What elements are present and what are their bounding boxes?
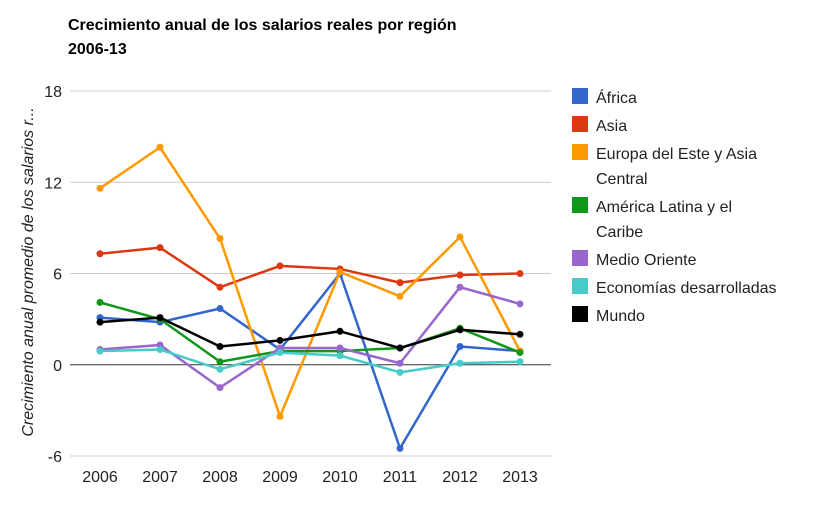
data-point xyxy=(516,358,524,366)
legend: África Asia Europa del Este y Asia Central A… xyxy=(572,88,777,325)
legend-swatch xyxy=(572,250,588,266)
data-point xyxy=(336,352,344,360)
x-axis-ticks: 2006 2007 2008 2009 2010 2011 2012 2013 xyxy=(82,469,538,486)
y-tick-label: -6 xyxy=(48,449,62,466)
chart-title-line2: 2006-13 xyxy=(68,41,127,58)
data-point xyxy=(396,444,404,452)
data-point xyxy=(216,235,224,243)
legend-label: América Latina y el xyxy=(596,199,732,216)
data-point xyxy=(216,304,224,312)
x-tick-label: 2010 xyxy=(322,469,358,486)
chart-title: Crecimiento anual de los salarios reales… xyxy=(68,14,588,62)
series-lines xyxy=(96,143,524,452)
data-point xyxy=(216,384,224,392)
x-tick-label: 2007 xyxy=(142,469,178,486)
legend-item: Economías desarrolladas xyxy=(572,278,777,297)
data-point xyxy=(156,346,164,354)
x-tick-label: 2012 xyxy=(442,469,478,486)
x-tick-label: 2009 xyxy=(262,469,298,486)
data-point xyxy=(96,347,104,355)
legend-item: Europa del Este y Asia Central xyxy=(572,144,757,188)
data-point xyxy=(516,300,524,308)
legend-item: Medio Oriente xyxy=(572,250,697,269)
data-point xyxy=(456,326,464,334)
data-point xyxy=(516,349,524,357)
legend-item: Asia xyxy=(572,116,627,135)
y-tick-label: 6 xyxy=(53,267,62,284)
data-point xyxy=(336,327,344,335)
data-point xyxy=(336,268,344,276)
legend-label: Central xyxy=(596,171,648,188)
data-point xyxy=(156,143,164,151)
legend-label: Caribe xyxy=(596,224,643,241)
legend-swatch xyxy=(572,197,588,213)
data-point xyxy=(396,344,404,352)
series-line xyxy=(99,316,521,350)
y-tick-label: 0 xyxy=(53,358,62,375)
series-4 xyxy=(96,283,524,392)
data-point xyxy=(156,314,164,322)
data-point xyxy=(276,412,284,420)
data-point xyxy=(96,250,104,258)
data-point xyxy=(456,271,464,279)
data-point xyxy=(396,359,404,367)
legend-label: Economías desarrolladas xyxy=(596,280,777,297)
series-line xyxy=(99,246,521,289)
data-point xyxy=(276,336,284,344)
x-tick-label: 2013 xyxy=(502,469,538,486)
data-point xyxy=(276,262,284,270)
data-point xyxy=(456,233,464,241)
legend-label: África xyxy=(596,88,637,107)
legend-swatch xyxy=(572,144,588,160)
data-point xyxy=(396,368,404,376)
data-point xyxy=(96,318,104,326)
y-tick-label: 12 xyxy=(44,175,62,192)
series-line xyxy=(99,348,521,374)
data-point xyxy=(216,283,224,291)
series-line xyxy=(99,285,521,389)
y-axis-ticks: 18 12 6 0 -6 xyxy=(44,84,62,466)
series-1 xyxy=(96,244,524,291)
x-tick-label: 2008 xyxy=(202,469,238,486)
series-5 xyxy=(96,346,524,376)
data-point xyxy=(336,344,344,352)
series-line xyxy=(99,272,521,450)
legend-swatch xyxy=(572,278,588,294)
data-point xyxy=(456,359,464,367)
data-point xyxy=(156,244,164,252)
data-point xyxy=(396,279,404,287)
data-point xyxy=(516,330,524,338)
legend-swatch xyxy=(572,116,588,132)
legend-swatch xyxy=(572,306,588,322)
chart-title-line1: Crecimiento anual de los salarios reales… xyxy=(68,17,457,34)
data-point xyxy=(96,184,104,192)
data-point xyxy=(216,343,224,350)
data-point xyxy=(516,270,524,277)
data-point xyxy=(276,349,284,357)
legend-label: Mundo xyxy=(596,308,645,325)
x-tick-label: 2011 xyxy=(383,469,418,486)
y-tick-label: 18 xyxy=(44,84,62,101)
data-point xyxy=(456,283,464,291)
series-6 xyxy=(96,314,524,352)
data-point xyxy=(396,292,404,300)
data-point xyxy=(216,358,224,366)
legend-item: América Latina y el Caribe xyxy=(572,197,732,241)
data-point xyxy=(456,343,464,350)
series-line xyxy=(99,146,522,418)
legend-label: Medio Oriente xyxy=(596,252,697,269)
data-point xyxy=(216,365,224,373)
data-point xyxy=(96,298,104,306)
legend-swatch xyxy=(572,88,588,104)
x-tick-label: 2006 xyxy=(82,469,118,486)
legend-item: Mundo xyxy=(572,306,645,325)
series-2 xyxy=(96,143,524,420)
y-axis-label: Crecimiento anual promedio de los salari… xyxy=(20,107,37,436)
legend-label: Asia xyxy=(596,118,627,135)
legend-item: África xyxy=(572,88,637,107)
legend-label: Europa del Este y Asia xyxy=(596,146,757,163)
